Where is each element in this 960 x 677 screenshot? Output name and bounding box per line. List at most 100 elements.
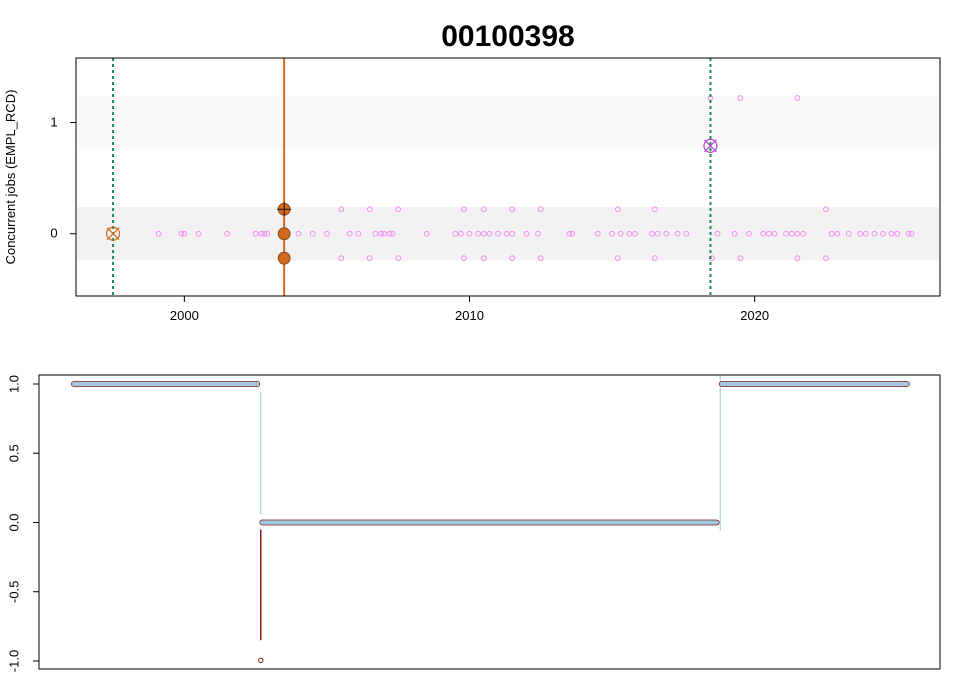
data-point (372, 230, 379, 237)
data-point (535, 230, 541, 237)
data-point (258, 230, 265, 237)
data-point (663, 230, 670, 237)
data-point (452, 230, 459, 237)
data-point (252, 230, 259, 237)
step-segment (71, 381, 261, 387)
data-point (264, 230, 270, 237)
data-point (649, 230, 655, 237)
data-point (714, 230, 721, 237)
data-point (737, 95, 744, 101)
data-point (746, 230, 752, 237)
data-point (295, 230, 302, 237)
marker-group (105, 138, 718, 265)
step-segment (259, 519, 720, 526)
data-point (195, 230, 202, 237)
line-group (71, 376, 910, 664)
data-point (566, 230, 573, 237)
circle-cross-marker (105, 226, 121, 241)
marker-stroke (704, 139, 717, 153)
data-point (460, 206, 467, 213)
data-point (569, 230, 576, 237)
data-point (905, 230, 912, 237)
data-point (794, 230, 801, 237)
data-point (495, 230, 501, 237)
data-point (862, 230, 869, 237)
data-point (857, 230, 864, 237)
data-point (355, 230, 362, 237)
y-tick-label: 1 (50, 115, 57, 130)
data-point (823, 206, 829, 213)
data-point (683, 230, 690, 237)
data-point (366, 206, 373, 213)
data-point (800, 230, 807, 237)
bottom-plot: 1.0 0.5 0.0 -0.5 -1.0 (7, 374, 941, 672)
data-point (460, 255, 467, 262)
y-tick-label: -1.0 (7, 650, 22, 672)
data-point (783, 230, 789, 237)
data-point (386, 230, 393, 237)
data-point (626, 230, 633, 237)
data-point (486, 230, 493, 237)
data-point (794, 95, 801, 101)
data-point (908, 230, 915, 237)
data-point (771, 230, 778, 237)
data-point (277, 227, 291, 241)
data-point (871, 230, 878, 237)
y-tick-label: 0.5 (7, 444, 22, 462)
band-1 (77, 95, 939, 150)
data-point (480, 255, 487, 262)
marker-circle (703, 138, 718, 153)
data-point (475, 230, 481, 237)
data-point (324, 230, 330, 237)
data-point (617, 230, 624, 237)
data-point (466, 230, 473, 237)
x-tick-label: 2000 (170, 308, 199, 323)
data-point (614, 206, 621, 213)
data-point (178, 230, 185, 237)
data-point (309, 230, 316, 237)
data-point (395, 206, 402, 213)
data-point (894, 230, 901, 237)
step-segment (718, 381, 910, 387)
data-point (614, 255, 621, 262)
outlier-point (258, 657, 264, 664)
data-point (537, 255, 544, 262)
data-point (381, 230, 387, 237)
data-point (338, 255, 345, 262)
data-point (845, 230, 852, 237)
marker-stroke (106, 227, 120, 241)
y-tick-label: 1.0 (7, 375, 22, 393)
data-point (224, 230, 231, 237)
data-point (609, 230, 615, 237)
y-tick-label: 0 (50, 226, 57, 241)
data-point (880, 230, 886, 237)
data-point (834, 230, 841, 237)
data-point (509, 230, 516, 237)
data-point (509, 206, 516, 213)
data-point (731, 230, 738, 237)
data-point (389, 230, 396, 237)
data-point (760, 230, 767, 237)
data-point (423, 230, 430, 237)
data-point (509, 255, 516, 262)
data-point (594, 230, 601, 237)
data-point (828, 230, 835, 237)
data-point (480, 206, 487, 213)
y-axis-title: Concurrent jobs (EMPL_RCD) (3, 90, 18, 265)
data-point (654, 230, 661, 237)
data-point (823, 255, 829, 262)
data-point (523, 230, 530, 237)
y-tick-label: -0.5 (7, 581, 22, 603)
data-point (737, 255, 744, 262)
data-point (346, 230, 353, 237)
top-plot-frame (75, 57, 941, 297)
data-point (503, 230, 510, 237)
data-point (338, 206, 345, 213)
x-tick-label: 2010 (455, 308, 484, 323)
data-point (458, 230, 464, 237)
data-point (794, 255, 801, 262)
data-point (651, 255, 658, 262)
data-point (788, 230, 795, 237)
